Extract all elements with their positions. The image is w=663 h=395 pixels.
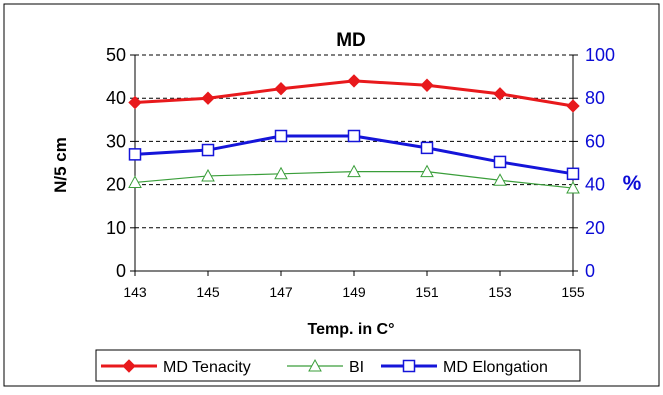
data-point	[566, 181, 580, 194]
y-left-tick-label: 30	[106, 131, 126, 151]
x-axis-label: Temp. in C°	[308, 321, 395, 338]
chart-title: MD	[336, 30, 366, 51]
data-point	[274, 129, 288, 143]
y-right-tick-label: 100	[585, 45, 615, 65]
y-left-tick-label: 0	[116, 261, 126, 281]
y-left-tick-label: 20	[106, 175, 126, 195]
legend-entry: BI	[287, 358, 364, 376]
x-tick-label: 149	[342, 284, 366, 300]
data-point	[420, 141, 434, 155]
data-point	[128, 148, 142, 161]
legend-entry: MD Elongation	[381, 359, 548, 376]
data-point	[420, 164, 434, 178]
x-tick-label: 143	[123, 284, 147, 300]
x-tick-label: 153	[488, 284, 512, 300]
legend-marker	[122, 359, 136, 373]
legend: MD Tenacity BI MD Elongation	[95, 349, 581, 382]
legend-marker	[308, 358, 322, 372]
y-right-tick-label: 0	[585, 261, 595, 281]
series-layer	[128, 74, 580, 194]
series-bi	[128, 164, 580, 194]
data-point	[128, 175, 142, 188]
data-point	[420, 78, 434, 92]
series-md-tenacity	[128, 74, 580, 113]
data-point	[347, 74, 361, 88]
y-axis-right-label: %	[623, 172, 642, 195]
data-point	[566, 167, 580, 181]
y-right-tick-label: 80	[585, 88, 605, 108]
y-right-tick-label: 20	[585, 218, 605, 238]
data-point	[493, 155, 507, 169]
x-tick-label: 151	[415, 284, 439, 300]
data-point	[566, 99, 580, 113]
data-point	[201, 91, 215, 105]
y-right-tick-label: 60	[585, 131, 605, 151]
legend-label: BI	[349, 359, 364, 376]
data-point	[274, 81, 288, 96]
data-point	[201, 143, 215, 157]
x-tick-label: 155	[561, 284, 585, 300]
legend-entry: MD Tenacity	[101, 359, 251, 376]
right-axis-ticks: 0 20 40 60 80 100	[573, 45, 615, 281]
left-axis-ticks: 0 10 20 30 40 50	[106, 45, 135, 281]
data-point	[347, 129, 361, 143]
data-point	[493, 87, 507, 101]
x-axis-ticks: 143 145 147 149 151 153 155	[123, 271, 585, 300]
data-point	[493, 173, 507, 186]
legend-items: MD Tenacity BI MD Elongation	[101, 358, 548, 376]
chart-border	[3, 3, 660, 387]
y-left-tick-label: 40	[106, 88, 126, 108]
x-tick-label: 147	[269, 284, 293, 300]
data-point	[274, 166, 288, 180]
data-point	[201, 168, 215, 182]
series-md-elongation	[128, 129, 580, 181]
y-left-tick-label: 50	[106, 45, 126, 65]
x-tick-label: 145	[196, 284, 220, 300]
legend-marker	[402, 359, 416, 373]
y-axis-left-label: N/5 cm	[51, 137, 70, 193]
y-left-tick-label: 10	[106, 218, 126, 238]
legend-label: MD Tenacity	[163, 359, 251, 376]
y-right-tick-label: 40	[585, 175, 605, 195]
data-point	[347, 164, 361, 178]
legend-label: MD Elongation	[443, 359, 548, 376]
data-point	[128, 95, 142, 110]
